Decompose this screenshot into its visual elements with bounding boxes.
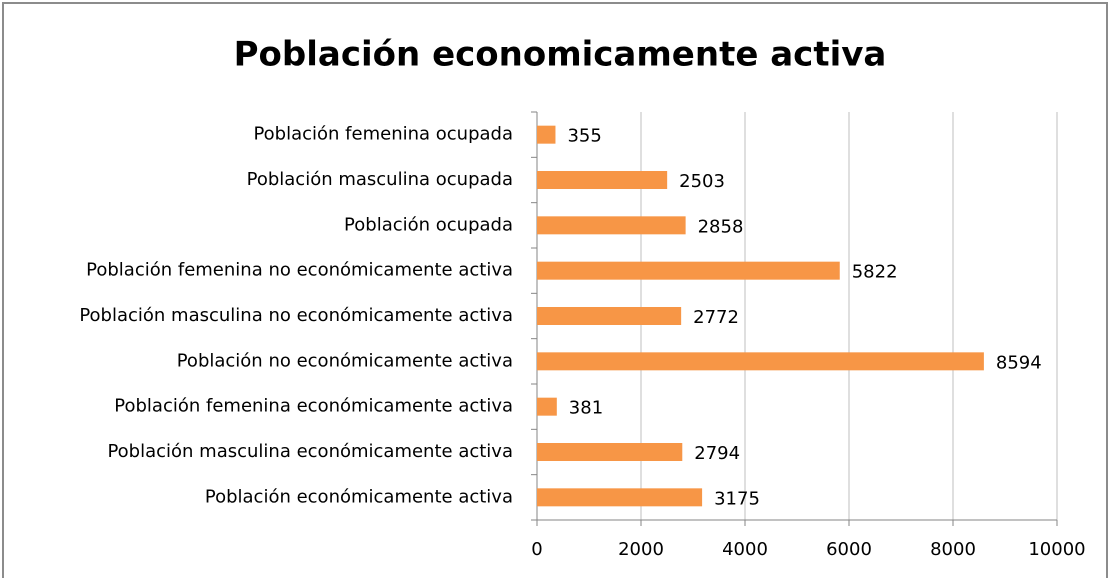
data-label: 3175: [714, 488, 760, 509]
data-label: 355: [567, 126, 601, 147]
bar: [537, 352, 984, 371]
bar: [537, 307, 682, 325]
chart-title: Población economicamente activa: [234, 35, 887, 75]
y-tick-label: Población económicamente activa: [205, 486, 513, 507]
data-label: 2794: [694, 443, 740, 464]
bar: [537, 488, 703, 507]
bar: [537, 397, 557, 416]
y-tick-label: Población masculina económicamente activ…: [107, 441, 513, 462]
x-tick-label: 10000: [1028, 539, 1085, 560]
bar: [537, 443, 683, 461]
y-tick-label: Población ocupada: [344, 214, 513, 235]
data-label: 381: [569, 398, 603, 419]
bar: [537, 125, 556, 144]
y-tick-label: Población masculina ocupada: [247, 169, 513, 190]
data-label: 2858: [698, 216, 744, 237]
y-tick-label: Población masculina no económicamente ac…: [79, 305, 513, 326]
bar: [537, 216, 686, 235]
y-tick-label: Población femenina económicamente activa: [114, 396, 513, 417]
x-tick-label: 6000: [826, 539, 872, 560]
x-tick-label: 4000: [722, 539, 768, 560]
bar: [537, 171, 668, 189]
data-label: 2772: [693, 307, 739, 328]
y-tick-label: Población femenina ocupada: [253, 124, 513, 145]
data-label: 5822: [852, 262, 898, 283]
bar: [537, 261, 840, 280]
data-label: 2503: [679, 171, 725, 192]
data-label: 8594: [996, 352, 1042, 373]
x-tick-label: 2000: [618, 539, 664, 560]
y-tick-label: Población femenina no económicamente act…: [86, 260, 513, 281]
y-tick-label: Población no económicamente activa: [177, 350, 513, 371]
x-tick-label: 0: [531, 539, 542, 560]
x-tick-label: 8000: [930, 539, 976, 560]
